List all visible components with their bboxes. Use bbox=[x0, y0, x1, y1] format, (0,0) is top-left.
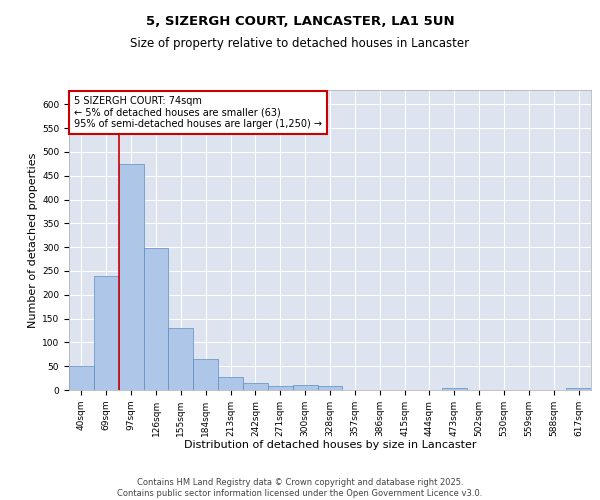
Text: 5 SIZERGH COURT: 74sqm
← 5% of detached houses are smaller (63)
95% of semi-deta: 5 SIZERGH COURT: 74sqm ← 5% of detached … bbox=[74, 96, 322, 129]
Bar bbox=[119, 164, 143, 390]
Bar bbox=[317, 386, 343, 390]
Bar bbox=[169, 328, 193, 390]
Text: Contains HM Land Registry data © Crown copyright and database right 2025.
Contai: Contains HM Land Registry data © Crown c… bbox=[118, 478, 482, 498]
Bar bbox=[268, 386, 293, 390]
Bar bbox=[243, 383, 268, 390]
Bar bbox=[442, 388, 467, 390]
Y-axis label: Number of detached properties: Number of detached properties bbox=[28, 152, 38, 328]
Bar bbox=[293, 385, 317, 390]
Text: 5, SIZERGH COURT, LANCASTER, LA1 5UN: 5, SIZERGH COURT, LANCASTER, LA1 5UN bbox=[146, 15, 454, 28]
X-axis label: Distribution of detached houses by size in Lancaster: Distribution of detached houses by size … bbox=[184, 440, 476, 450]
Bar bbox=[193, 359, 218, 390]
Bar bbox=[218, 376, 243, 390]
Bar bbox=[566, 388, 591, 390]
Bar bbox=[94, 276, 119, 390]
Bar bbox=[143, 248, 169, 390]
Text: Size of property relative to detached houses in Lancaster: Size of property relative to detached ho… bbox=[130, 38, 470, 51]
Bar bbox=[69, 366, 94, 390]
